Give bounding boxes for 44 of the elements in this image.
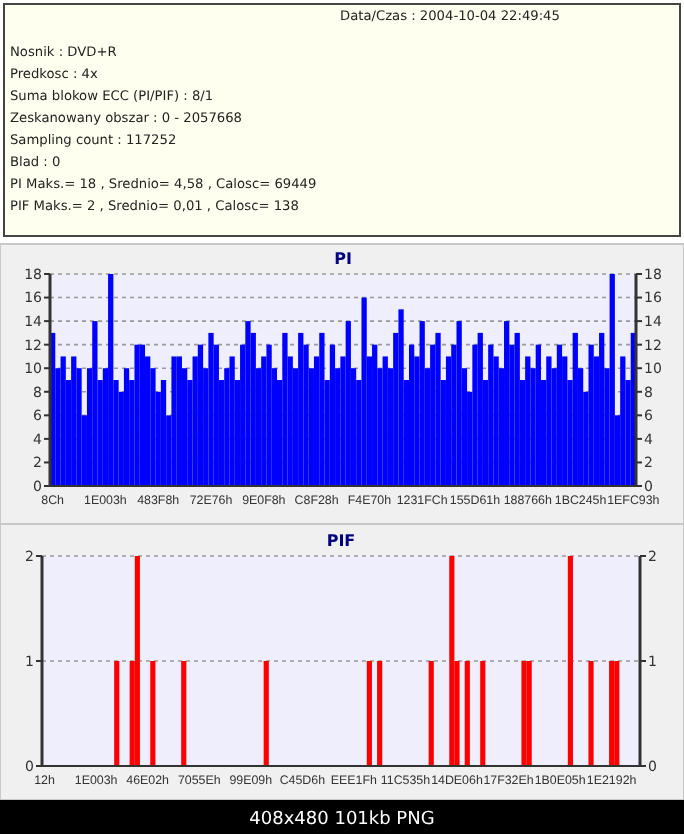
bar	[319, 332, 325, 486]
bar	[197, 344, 204, 486]
bar	[456, 321, 462, 486]
bar	[588, 344, 594, 486]
text: 408x480 101kb PNG	[249, 810, 435, 830]
bar	[298, 332, 304, 486]
bar	[171, 356, 177, 486]
bar	[329, 344, 336, 486]
bar	[609, 274, 615, 486]
bar	[134, 344, 140, 486]
bar	[60, 356, 66, 486]
bar	[620, 356, 626, 486]
bar	[361, 297, 367, 486]
bar	[160, 380, 167, 486]
bar	[408, 344, 415, 486]
bar	[245, 321, 251, 486]
bar	[572, 332, 578, 486]
bar	[504, 321, 510, 486]
bar	[282, 332, 288, 486]
bar	[398, 309, 404, 486]
bar	[599, 332, 605, 486]
bar	[372, 344, 378, 486]
bar	[139, 344, 146, 486]
bar	[176, 356, 182, 486]
bar	[229, 356, 235, 486]
bar	[525, 356, 531, 486]
bar	[535, 344, 541, 486]
bar	[382, 356, 388, 486]
bar	[488, 344, 494, 486]
chart-title: PI	[334, 250, 352, 268]
chart-title: PIF	[326, 532, 356, 550]
bar	[208, 332, 214, 486]
bar	[419, 321, 425, 486]
bar	[477, 332, 483, 486]
bar	[514, 332, 520, 486]
bar	[345, 321, 351, 486]
bar	[556, 344, 563, 486]
bar	[108, 274, 114, 486]
bar	[92, 321, 98, 486]
bar	[71, 356, 77, 486]
bar	[546, 356, 552, 486]
bar	[123, 368, 130, 486]
bar	[266, 344, 272, 486]
bar	[435, 332, 441, 486]
